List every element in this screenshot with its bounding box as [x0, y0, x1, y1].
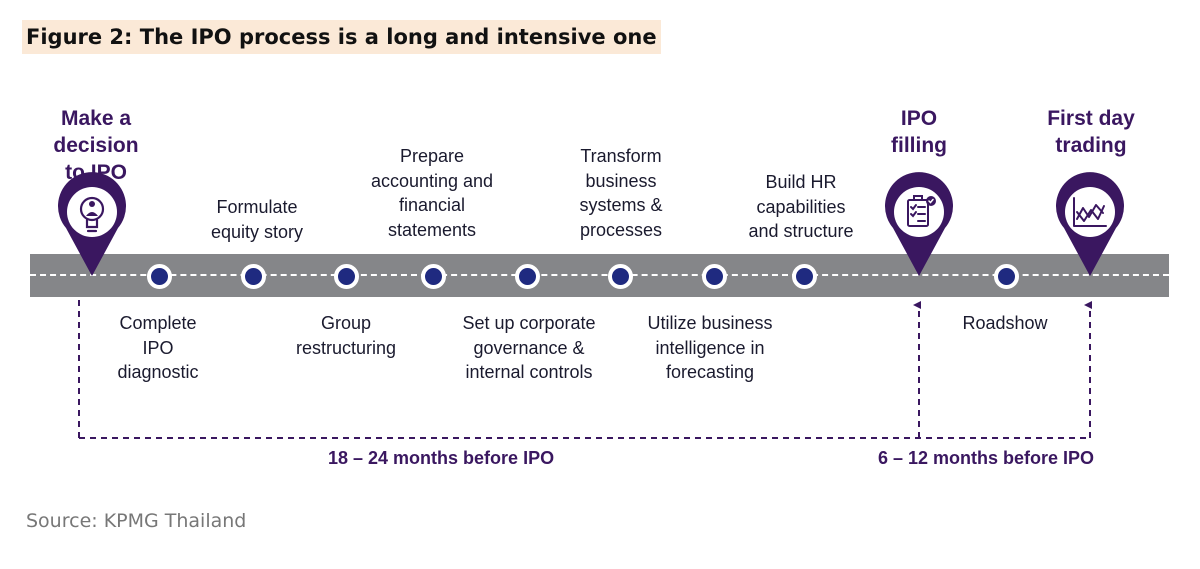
stage-dot [702, 264, 727, 289]
step-line: Transform [580, 146, 662, 166]
stage-dot [515, 264, 540, 289]
period-pre-label: 18 – 24 months before IPO [328, 448, 555, 468]
step-line: diagnostic [117, 362, 199, 382]
trading-pin [1056, 172, 1124, 276]
milestone-line: decision [53, 134, 139, 157]
step-line: Utilize business [647, 313, 773, 333]
step-complete-diagnostic: Complete IPO diagnostic [68, 311, 248, 385]
step-line: equity story [210, 221, 304, 242]
checklist-icon [907, 195, 936, 227]
milestone-line: Make a [60, 107, 132, 130]
step-line: restructuring [295, 337, 397, 358]
step-line: business [585, 170, 657, 191]
step-line: internal controls [465, 362, 593, 382]
milestone-filling-label: IPO filling [839, 105, 999, 159]
milestone-line: trading [1055, 134, 1127, 157]
filling-pin [884, 172, 953, 276]
step-line: financial [398, 195, 466, 215]
stage-dot [147, 264, 172, 289]
step-corporate-governance: Set up corporate governance & internal c… [439, 311, 619, 385]
step-line: accounting and [370, 170, 494, 191]
step-line: Roadshow [962, 313, 1048, 333]
step-line: processes [579, 219, 663, 240]
milestone-line: First day [1047, 107, 1135, 130]
source-note: Source: KPMG Thailand [26, 510, 247, 532]
step-group-restructuring: Group restructuring [256, 311, 436, 360]
step-line: Complete [119, 313, 197, 333]
stage-dot [792, 264, 817, 289]
step-line: systems & [579, 195, 663, 215]
step-line: capabilities [756, 196, 846, 217]
stage-dot [994, 264, 1019, 289]
step-line: Formulate [216, 197, 298, 217]
step-line: Set up corporate [462, 313, 596, 333]
step-build-hr: Build HR capabilities and structure [711, 170, 891, 244]
decision-pin [57, 172, 126, 276]
milestone-line: filling [891, 134, 947, 157]
milestone-line: IPO [900, 107, 938, 130]
step-prepare-accounts: Prepare accounting and financial stateme… [342, 144, 522, 242]
step-line: governance & [473, 337, 585, 358]
step-line: forecasting [665, 362, 755, 382]
stage-dot [421, 264, 446, 289]
step-roadshow: Roadshow [915, 311, 1095, 336]
step-line: and structure [748, 221, 854, 241]
figure-title: Figure 2: The IPO process is a long and … [22, 20, 661, 54]
step-line: intelligence in [655, 337, 765, 358]
stock-chart-icon [1073, 197, 1107, 227]
step-line: statements [387, 219, 477, 240]
stage-dot [241, 264, 266, 289]
milestone-trading-label: First day trading [1011, 105, 1171, 159]
step-line: Prepare [399, 146, 465, 166]
step-formulate-equity-story: Formulate equity story [167, 195, 347, 244]
step-line: Group [320, 313, 372, 333]
stage-dot [334, 264, 359, 289]
step-line: IPO [142, 337, 174, 358]
period-bracket [78, 300, 1092, 439]
period-post-label: 6 – 12 months before IPO [878, 448, 1095, 468]
stage-dot [608, 264, 633, 289]
step-line: Build HR [765, 172, 837, 192]
step-transform-systems: Transform business systems & processes [531, 144, 711, 242]
step-business-intelligence: Utilize business intelligence in forecas… [620, 311, 800, 385]
lightbulb-person-icon [79, 196, 105, 233]
road-centerline [30, 274, 1169, 276]
timeline-road [30, 254, 1169, 297]
